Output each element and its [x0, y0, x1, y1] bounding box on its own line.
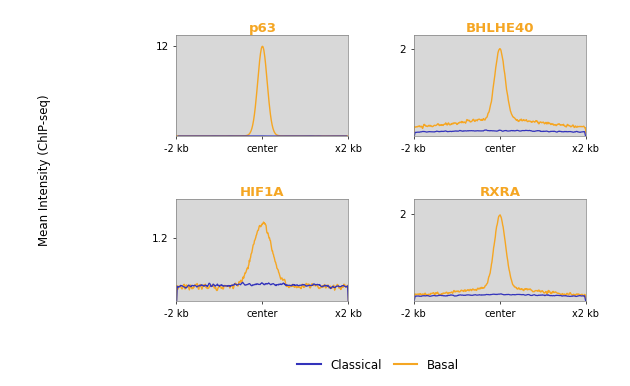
Title: BHLHE40: BHLHE40	[466, 22, 534, 35]
Title: p63: p63	[248, 22, 277, 35]
Title: RXRA: RXRA	[479, 186, 520, 200]
Legend: Classical, Basal: Classical, Basal	[292, 354, 464, 376]
Text: Mean Intensity (ChIP-seq): Mean Intensity (ChIP-seq)	[38, 94, 50, 245]
Title: HIF1A: HIF1A	[240, 186, 285, 200]
